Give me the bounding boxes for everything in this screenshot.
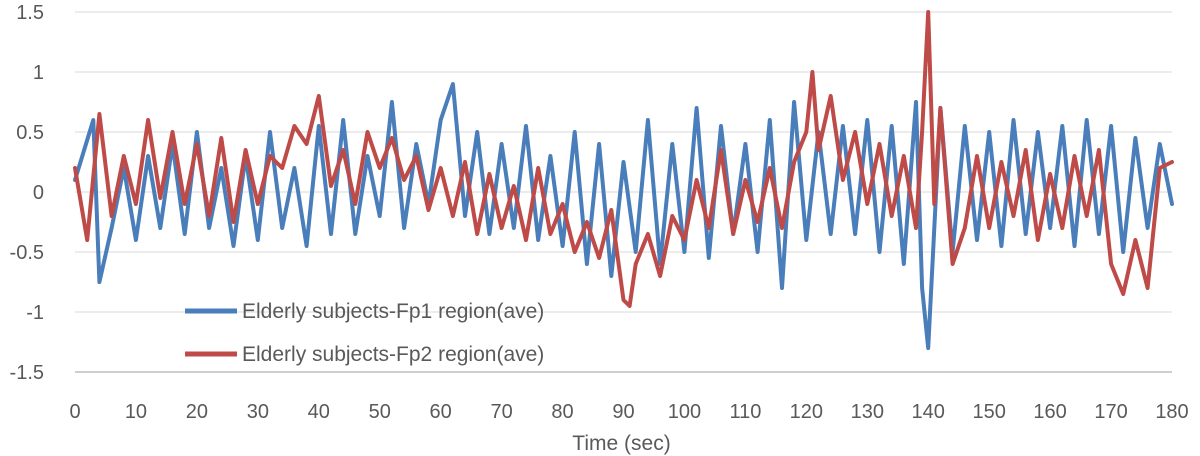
x-tick-label: 160	[1033, 401, 1066, 423]
legend-label: Elderly subjects-Fp1 region(ave)	[242, 300, 544, 323]
x-tick-label: 100	[668, 401, 701, 423]
y-axis-tick-labels: 1.5 1 0.5 0 -0.5 -1 -1.5	[10, 2, 44, 384]
x-tick-label: 70	[490, 401, 512, 423]
x-axis-title: Time (sec)	[572, 432, 670, 455]
x-tick-label: 170	[1094, 401, 1127, 423]
series-lines	[73, 10, 1174, 350]
x-tick-label: 80	[551, 401, 573, 423]
legend: Elderly subjects-Fp1 region(ave) Elderly …	[185, 300, 544, 366]
x-tick-label: 180	[1155, 401, 1188, 423]
y-tick-label: 0.5	[16, 122, 44, 144]
y-tick-label: -0.5	[10, 242, 44, 264]
x-tick-label: 50	[369, 401, 391, 423]
legend-label: Elderly subjects-Fp2 region(ave)	[242, 343, 544, 366]
y-tick-label: -1.5	[10, 362, 44, 384]
y-tick-label: 1	[33, 62, 44, 84]
x-tick-label: 20	[186, 401, 208, 423]
series-line-1	[73, 82, 1174, 350]
x-tick-label: 110	[729, 401, 761, 423]
x-tick-label: 0	[69, 401, 80, 423]
x-tick-label: 130	[851, 401, 884, 423]
x-tick-label: 120	[790, 401, 823, 423]
x-tick-label: 30	[247, 401, 269, 423]
x-tick-label: 60	[430, 401, 452, 423]
gridlines	[75, 11, 1172, 313]
x-tick-label: 150	[972, 401, 1005, 423]
x-tick-label: 90	[612, 401, 634, 423]
series-line-2	[73, 10, 1174, 308]
x-tick-label: 40	[308, 401, 330, 423]
x-tick-label: 10	[125, 401, 147, 423]
y-tick-label: 1.5	[16, 2, 44, 24]
x-tick-label: 140	[912, 401, 945, 423]
x-axis-tick-labels: 0 10 20 30 40 50 60 70 80 90 100 110 120 130 140 150 160…	[69, 401, 1188, 423]
y-tick-label: 0	[33, 182, 44, 204]
y-tick-label: -1	[26, 302, 44, 324]
